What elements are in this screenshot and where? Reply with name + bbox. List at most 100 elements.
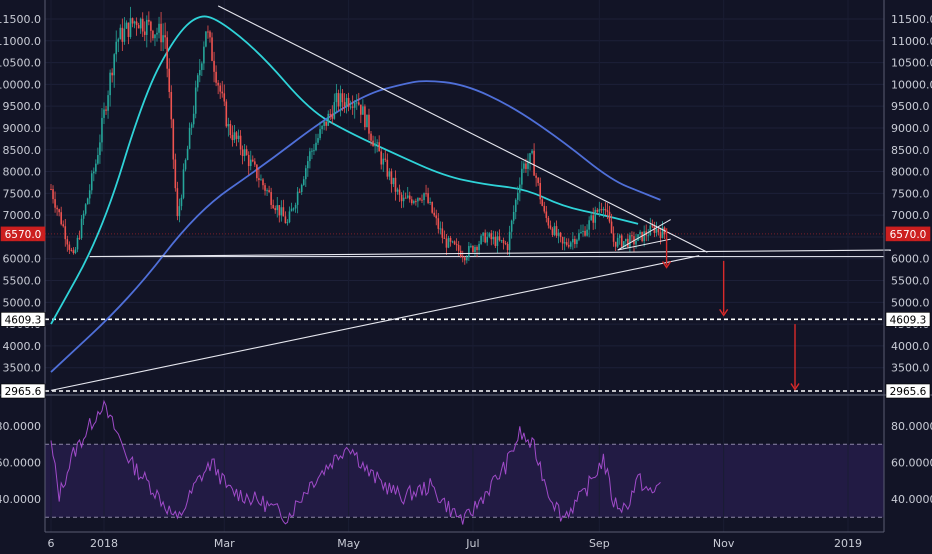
- x-tick-label: May: [337, 537, 360, 550]
- candle-body: [606, 210, 609, 212]
- candle-body: [231, 135, 234, 141]
- candle-body: [431, 201, 433, 213]
- candle-body: [66, 239, 69, 245]
- candle-body: [78, 237, 81, 239]
- price-label-right-text: 4609.3: [890, 314, 927, 326]
- candle-body: [661, 227, 664, 238]
- candle-body: [582, 230, 584, 233]
- candle-body: [256, 164, 258, 179]
- y-tick-label-right: 8000.0: [891, 166, 930, 179]
- candle-body: [404, 197, 407, 199]
- candle-body: [449, 237, 452, 242]
- candle-body: [209, 31, 211, 38]
- candle-body: [315, 142, 317, 151]
- candle-body: [576, 239, 578, 245]
- candle-body: [643, 231, 645, 242]
- candle-body: [243, 149, 246, 157]
- candle-body: [480, 235, 482, 244]
- candle-body: [143, 31, 146, 35]
- candle-body: [268, 190, 270, 193]
- candle-body: [339, 93, 342, 107]
- candle-body: [612, 233, 615, 242]
- candle-body: [54, 199, 56, 208]
- candle-body: [527, 162, 529, 169]
- y-tick-label-left: 5000.0: [3, 296, 42, 309]
- candle-body: [115, 41, 118, 55]
- candle-body: [519, 184, 521, 193]
- candle-body: [535, 175, 537, 178]
- candle-body: [286, 222, 289, 224]
- candle-body: [370, 133, 372, 141]
- candle-body: [406, 195, 409, 198]
- candle-body: [82, 213, 85, 219]
- y-tick-label-right: 10000.0: [891, 78, 932, 91]
- y-tick-label-right: 6000.0: [891, 253, 930, 266]
- candle-body: [482, 232, 484, 236]
- candle-body: [366, 114, 368, 128]
- candle-body: [166, 37, 168, 69]
- x-tick-label: Jul: [465, 537, 479, 550]
- candle-body: [154, 34, 156, 39]
- pennant-lower-line: [617, 238, 671, 251]
- x-tick-label: Sep: [589, 537, 610, 550]
- candle-body: [555, 226, 558, 236]
- candle-body: [563, 242, 566, 244]
- x-tick-label: Mar: [214, 537, 235, 550]
- candle-body: [109, 72, 111, 96]
- candle-body: [567, 244, 570, 247]
- candle-body: [345, 97, 348, 107]
- candle-body: [441, 228, 444, 238]
- candle-body: [549, 225, 552, 229]
- candle-body: [461, 256, 464, 258]
- candle-body: [213, 60, 215, 72]
- y-tick-label-right: 10500.0: [891, 57, 932, 70]
- candle-body: [488, 233, 491, 237]
- candle-body: [647, 235, 650, 237]
- y-tick-label-left: 7500.0: [3, 187, 42, 200]
- candle-body: [70, 249, 73, 251]
- candle-body: [547, 217, 550, 226]
- candle-body: [215, 71, 217, 83]
- candle-body: [410, 199, 413, 204]
- candle-body: [390, 171, 393, 185]
- candle-body: [260, 179, 262, 181]
- candle-body: [249, 159, 252, 167]
- candle-body: [335, 93, 338, 103]
- candle-body: [52, 189, 54, 200]
- candle-body: [523, 163, 525, 169]
- candle-body: [113, 54, 115, 76]
- candle-body: [516, 192, 519, 200]
- candle-body: [559, 232, 562, 238]
- candle-body: [508, 231, 511, 251]
- candle-body: [584, 230, 586, 236]
- candle-body: [331, 113, 334, 119]
- candle-body: [164, 35, 166, 38]
- candle-body: [64, 226, 67, 240]
- candle-body: [394, 177, 397, 192]
- candle-body: [201, 63, 203, 70]
- candle-body: [325, 121, 327, 126]
- candle-body: [123, 28, 126, 42]
- candle-body: [478, 243, 480, 251]
- candle-body: [313, 150, 315, 152]
- candle-body: [627, 238, 629, 247]
- candle-body: [199, 69, 201, 76]
- candle-body: [525, 163, 527, 169]
- candle-body: [152, 30, 154, 39]
- candle-body: [580, 232, 582, 234]
- pennant-upper-line: [617, 219, 671, 251]
- candle-body: [455, 244, 458, 246]
- rsi-tick-label-right: 80.0000: [891, 420, 932, 433]
- trendlines-layer: [50, 5, 891, 391]
- candle-body: [545, 211, 548, 218]
- candle-body: [572, 238, 574, 243]
- candle-body: [651, 225, 654, 227]
- arrows-layer: [662, 228, 800, 391]
- candle-body: [300, 184, 303, 193]
- candle-body: [296, 191, 299, 205]
- y-tick-label-right: 9000.0: [891, 122, 930, 135]
- candle-body: [219, 85, 221, 92]
- candle-body: [68, 244, 71, 250]
- candle-body: [168, 68, 171, 92]
- candle-body: [466, 257, 468, 261]
